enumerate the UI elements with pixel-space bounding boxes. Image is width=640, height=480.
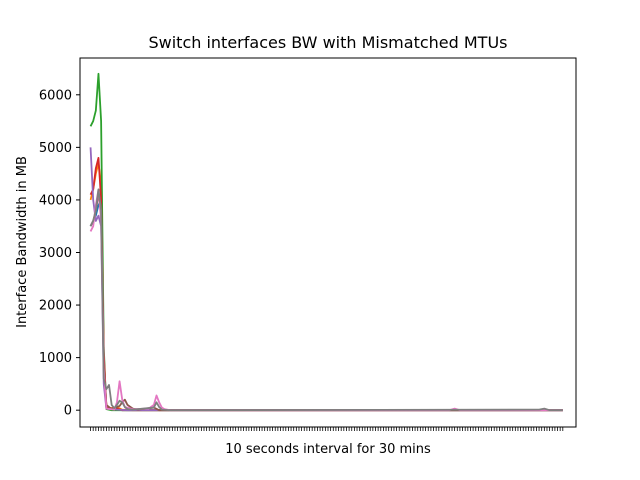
- plot-area-frame: [79, 57, 577, 428]
- x-axis-ticks: [90, 427, 564, 431]
- x-axis-label: 10 seconds interval for 30 mins: [225, 442, 431, 457]
- y-tick-label: 1000: [39, 351, 72, 366]
- series-layer: [89, 72, 563, 412]
- y-tick-label: 0: [64, 404, 72, 419]
- series-line-8: [89, 188, 563, 412]
- y-tick-label: 3000: [39, 246, 72, 261]
- y-axis-ticks: 0 1000 2000 3000 4000 5000 6000: [39, 88, 80, 419]
- y-tick-label: 2000: [39, 299, 72, 314]
- y-tick-label: 4000: [39, 193, 72, 208]
- y-tick-label: 5000: [39, 141, 72, 156]
- y-axis-label: Interface Bandwidth in MB: [15, 156, 30, 328]
- y-tick-label: 6000: [39, 88, 72, 103]
- chart-title: Switch interfaces BW with Mismatched MTU…: [148, 33, 507, 52]
